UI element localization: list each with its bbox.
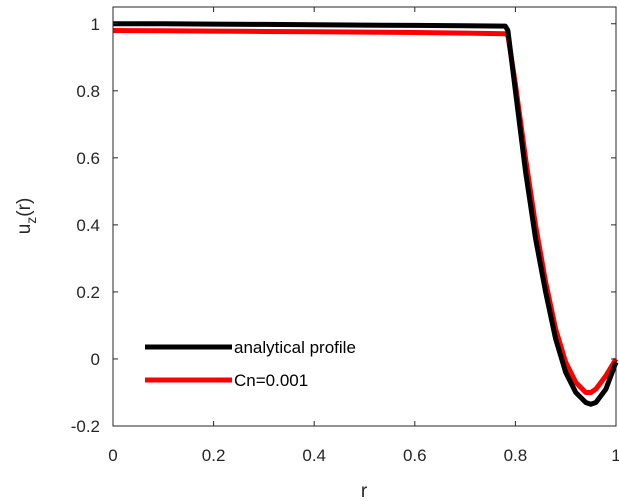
y-axis-label-subscript: z: [23, 217, 39, 224]
y-tick-label: -0.2: [71, 417, 100, 436]
y-tick-label: 0.2: [76, 283, 100, 302]
y-tick-label: 0.8: [76, 82, 100, 101]
x-tick-label: 0.2: [202, 446, 226, 465]
x-tick-label: 0.8: [504, 446, 528, 465]
x-tick-label: 0.4: [302, 446, 326, 465]
legend-label-analytical: analytical profile: [234, 338, 356, 357]
x-tick-label: 0.6: [403, 446, 427, 465]
y-tick-label: 0.6: [76, 149, 100, 168]
y-axis-label-main: u: [14, 224, 35, 235]
y-tick-label: 0.4: [76, 216, 100, 235]
y-tick-label: 0: [91, 350, 100, 369]
legend-label-cn: Cn=0.001: [234, 371, 308, 390]
x-tick-label: 1: [611, 446, 619, 465]
y-axis-label-suffix: (r): [14, 198, 35, 217]
x-tick-label: 0: [108, 446, 117, 465]
y-tick-label: 1: [91, 15, 100, 34]
x-axis-label: r: [361, 481, 368, 501]
